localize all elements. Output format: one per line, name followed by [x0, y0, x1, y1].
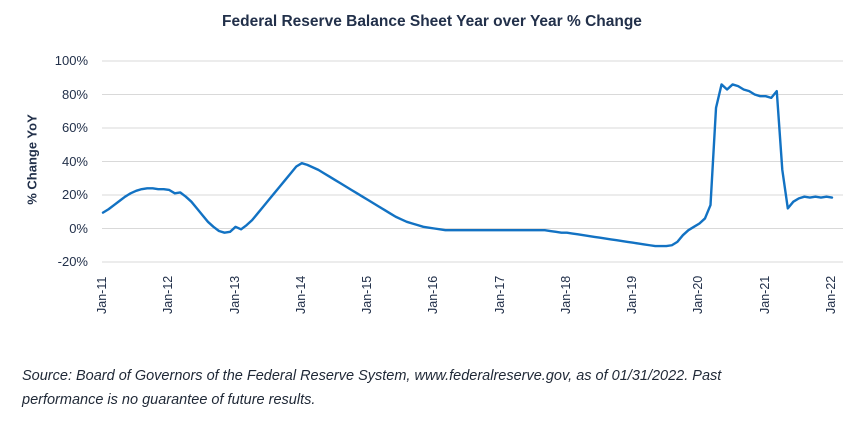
x-tick-label: Jan-16 [426, 275, 441, 314]
gridlines [102, 60, 843, 263]
source-text-line: Source: Board of Governors of the Federa… [22, 368, 722, 384]
x-tick-label: Jan-21 [757, 275, 772, 314]
x-tick-label: Jan-20 [691, 275, 706, 314]
y-tick-label: 80% [61, 86, 88, 102]
y-tick-label: 40% [61, 153, 88, 169]
y-tick-label: -20% [57, 254, 88, 269]
line-plot [101, 60, 843, 263]
y-tick-label: 20% [61, 187, 88, 202]
x-tick-label: Jan-14 [293, 275, 308, 314]
x-tick-label: Jan-17 [492, 275, 507, 314]
y-tick-label: 100% [54, 53, 88, 68]
chart-title: Federal Reserve Balance Sheet Year over … [222, 13, 642, 30]
y-tick-label: 0% [69, 220, 88, 236]
x-tick-label: Jan-13 [227, 275, 242, 314]
data-line-series [101, 83, 834, 248]
source-note: Source: Board of Governors of the Federa… [22, 364, 850, 412]
y-tick-label: 60% [61, 120, 88, 135]
x-tick-label: Jan-12 [161, 275, 176, 314]
x-tick-label: Jan-15 [360, 275, 375, 314]
x-tick-label: Jan-19 [625, 275, 640, 314]
source-text-line: performance is no guarantee of future re… [22, 392, 316, 408]
x-tick-label: Jan-18 [558, 275, 573, 314]
x-tick-label: Jan-11 [95, 276, 109, 314]
x-tick-label: Jan-22 [824, 275, 838, 314]
